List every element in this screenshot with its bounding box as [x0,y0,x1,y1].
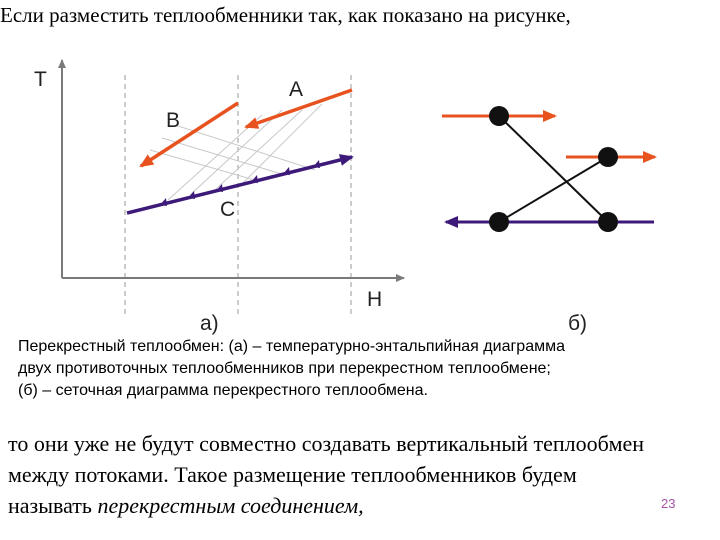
match-link-1 [498,115,609,223]
body-line-3: называть перекрестным соединением, [8,490,718,521]
caption-line: Перекрестный теплообмен: (а) – температу… [18,338,565,355]
h-axis-label: H [367,288,382,311]
emphasized-term: перекрестным соединением, [97,493,364,518]
body-line-2: между потоками. Такое размещение теплооб… [8,462,577,487]
grid-diagram: б) [442,106,657,335]
page-number: 23 [661,496,676,511]
body-line-3-prefix: называть [8,493,98,518]
match-link-2 [498,156,609,223]
th-diagram: T H A B C а) [34,59,405,335]
stream-c-ticks [160,160,320,206]
figure-b-sublabel: б) [568,312,587,335]
body-line-1: то они уже не будут совместно создавать … [8,431,645,456]
caption-line: двух противоточных теплообменников при п… [18,360,551,377]
stream-a-label: A [289,78,303,101]
slide-heading: Если разместить теплообменники так, как … [0,3,571,27]
exchanger-node [598,147,618,167]
caption-line: (б) – сеточная диаграмма перекрестного т… [18,382,428,399]
stream-b-label: B [166,109,180,132]
stream-b-line [139,101,239,168]
t-axis-label: T [34,68,47,91]
cross-heat-exchange-figure: T H A B C а) [34,59,657,335]
stream-c-label: C [220,198,235,221]
figure-caption: Перекрестный теплообмен: (а) – температу… [18,336,708,402]
exchanger-node [489,212,509,232]
figure-a-sublabel: а) [200,312,219,335]
exchanger-node [489,106,509,126]
heat-exchange-guides [149,103,323,201]
body-paragraph: то они уже не будут совместно создавать … [8,428,718,521]
stream-a-line [244,88,353,129]
exchanger-node [598,212,618,232]
